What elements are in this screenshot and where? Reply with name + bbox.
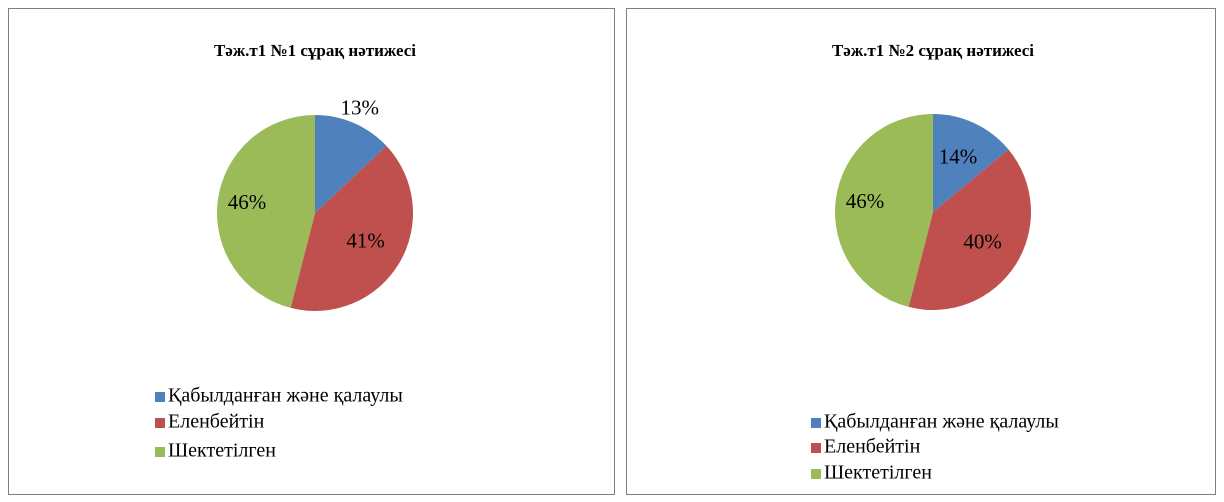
legend-swatch (155, 392, 165, 402)
pie-slice (315, 115, 387, 213)
data-label: 13% (341, 95, 380, 119)
chart-title: Тәж.т1 №1 сұрақ нәтижесі (214, 41, 416, 60)
legend-label: Шектетілген (824, 462, 932, 484)
data-label: 46% (846, 189, 885, 213)
data-label: 14% (939, 145, 978, 169)
pie-slice (834, 114, 933, 307)
legend-label: Қабылданған және қалаулы (824, 411, 1059, 433)
legend-swatch (155, 447, 165, 457)
legend-label: Шектетілген (168, 440, 276, 462)
pie-slice (216, 115, 315, 308)
legend-swatch (811, 469, 821, 479)
legend-swatch (811, 418, 821, 428)
pie-slice (290, 145, 413, 311)
data-label: 41% (346, 229, 385, 253)
legend-label: Еленбейтін (824, 436, 921, 458)
pie-slice (908, 149, 1031, 310)
data-label: 46% (228, 190, 267, 214)
data-label: 40% (963, 229, 1002, 253)
legend-label: Еленбейтін (168, 411, 265, 433)
chart-title: Тәж.т1 №2 сұрақ нәтижесі (832, 41, 1034, 60)
legend-swatch (155, 418, 165, 428)
legend-label: Қабылданған және қалаулы (168, 385, 403, 407)
legend-swatch (811, 443, 821, 453)
pie-slice (933, 114, 1009, 212)
